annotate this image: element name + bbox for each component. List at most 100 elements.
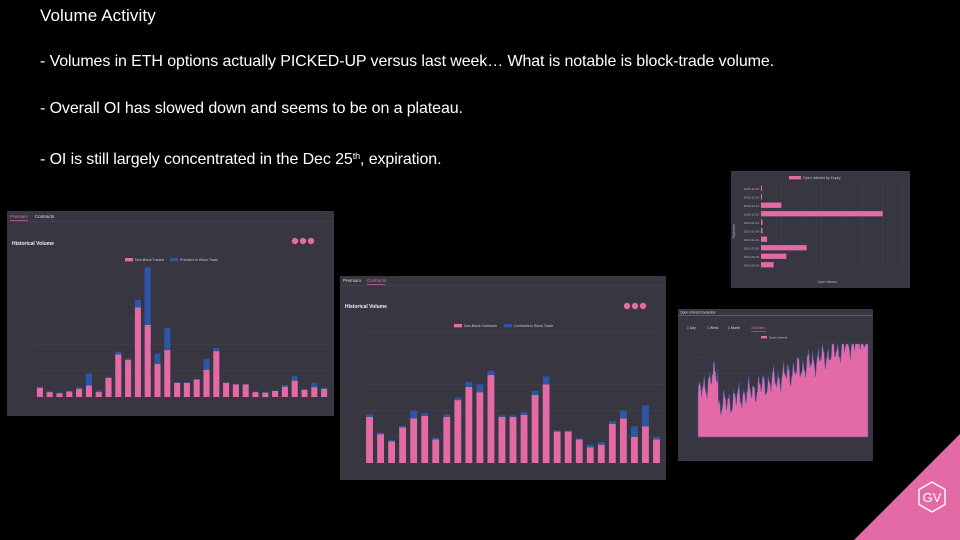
y-tick-label: 2020-12-11 — [744, 204, 759, 208]
bullet-text: - OI is still largely concentrated in th… — [40, 151, 353, 168]
legend: Non-Block Contracts Contracts in Block T… — [454, 324, 553, 328]
bar-block — [252, 391, 259, 393]
legend-label: Open Interest — [769, 335, 787, 339]
tab-1-month[interactable]: 1 Month — [728, 326, 740, 330]
bar-non-block — [105, 377, 112, 397]
chart-title: Historical Volume — [12, 241, 54, 247]
tab-1-day[interactable]: 1 Day — [687, 326, 696, 330]
bar-block — [476, 384, 484, 393]
bar-open-interest — [761, 236, 768, 242]
bar-non-block — [252, 392, 259, 397]
bar-block — [193, 378, 200, 380]
bullet-superscript: th — [352, 151, 360, 161]
oi-by-expiry-chart: Open Interest by Expiry Expiration Open … — [732, 176, 904, 284]
bar-non-block — [642, 426, 649, 463]
zoom-in-icon[interactable] — [623, 302, 631, 310]
bar-non-block — [619, 418, 627, 463]
tab-contracts[interactable]: Contracts — [35, 214, 55, 219]
zoom-in-icon[interactable] — [291, 237, 299, 245]
legend-swatch — [504, 324, 512, 328]
bar-non-block — [454, 400, 462, 463]
legend: Non-Block Traded Premium in Block Trade — [125, 258, 218, 262]
bar-block — [410, 410, 418, 419]
bar-block — [183, 382, 190, 383]
bar-block — [144, 267, 151, 325]
x-axis-label: Open Interest — [817, 280, 836, 284]
bar-non-block — [465, 387, 473, 463]
bar-block — [36, 386, 43, 388]
bar-non-block — [653, 439, 660, 463]
bar-non-block — [520, 414, 528, 463]
bar-block — [311, 382, 318, 388]
bar-non-block — [432, 439, 440, 463]
y-tick-label: 2021-01-01 — [744, 221, 760, 225]
y-tick-label: 2020-12-19 — [744, 196, 760, 200]
bar-non-block — [125, 359, 132, 397]
bullet-expiration: - OI is still largely concentrated in th… — [40, 146, 774, 193]
tab-premium[interactable]: Premium — [10, 214, 28, 219]
bar-non-block — [531, 394, 539, 463]
bar-open-interest — [761, 245, 807, 251]
open-interest-history-panel: Open Interest Evolution 1 Day 1 Week 1 M… — [678, 309, 873, 461]
bar-non-block — [586, 447, 594, 463]
tab-premium[interactable]: Premium — [343, 278, 361, 283]
bullet-volumes: - Volumes in ETH options actually PICKED… — [40, 52, 774, 99]
bar-non-block — [115, 354, 122, 397]
y-tick-label: 2021-01-08 — [744, 230, 760, 234]
bar-block — [164, 328, 171, 351]
y-tick-label: 2020-12-18 — [744, 187, 760, 191]
bar-non-block — [95, 392, 102, 397]
bar-non-block — [174, 382, 181, 397]
bar-non-block — [421, 415, 429, 463]
bar-non-block — [203, 369, 210, 397]
tab-1-week[interactable]: 1 Week — [707, 326, 719, 330]
bar-non-block — [36, 387, 43, 397]
area-open-interest — [697, 343, 869, 438]
bar-non-block — [553, 431, 561, 463]
legend-swatch — [125, 258, 133, 262]
bar-non-block — [291, 380, 298, 397]
bar-block — [630, 426, 638, 437]
zoom-out-icon[interactable] — [299, 237, 307, 245]
bar-open-interest — [761, 219, 763, 225]
legend: Open Interest — [761, 335, 787, 339]
bar-block — [105, 376, 112, 378]
y-tick-label: 2020-12-25 — [744, 213, 760, 217]
bar-non-block — [164, 350, 171, 397]
bar-non-block — [134, 307, 141, 397]
bar-non-block — [144, 324, 151, 397]
bar-open-interest — [761, 262, 774, 268]
y-tick-label: 2021-01-29 — [744, 238, 760, 242]
download-icon[interactable] — [639, 302, 647, 310]
bar-non-block — [366, 416, 373, 463]
bar-block — [542, 376, 550, 385]
bar-block — [213, 347, 220, 352]
bar-block — [272, 390, 279, 391]
logo-triangle — [854, 434, 960, 540]
bar-open-interest — [761, 253, 787, 259]
y-axis-label: Expiration — [732, 224, 736, 238]
legend-swatch — [454, 324, 462, 328]
zoom-out-icon[interactable] — [631, 302, 639, 310]
bar-block — [85, 373, 92, 386]
contracts-volume-panel: Premium Contracts Historical Volume Non-… — [340, 276, 666, 480]
tab-contracts[interactable]: Contracts — [367, 278, 387, 283]
tab-3-months[interactable]: 3 Months — [751, 326, 765, 330]
y-tick-label: 2021-09-24 — [744, 264, 760, 268]
bullet-text: - Overall OI has slowed down and seems t… — [40, 100, 463, 117]
open-interest-history-chart: Open Interest Evolution 1 Day 1 Week 1 M… — [678, 311, 873, 438]
bar-non-block — [242, 384, 249, 397]
gv-logo: GV — [854, 434, 960, 540]
bar-block — [642, 405, 649, 427]
bar-block — [454, 397, 462, 401]
bar-block — [46, 391, 53, 393]
bar-block — [653, 436, 660, 440]
bar-non-block — [154, 363, 161, 397]
legend-label: Premium in Block Trade — [180, 258, 218, 262]
bar-non-block — [498, 416, 506, 463]
bar-block — [465, 381, 473, 388]
bar-non-block — [399, 427, 407, 463]
bar-block — [509, 415, 517, 417]
bar-non-block — [272, 390, 279, 397]
download-icon[interactable] — [307, 237, 315, 245]
